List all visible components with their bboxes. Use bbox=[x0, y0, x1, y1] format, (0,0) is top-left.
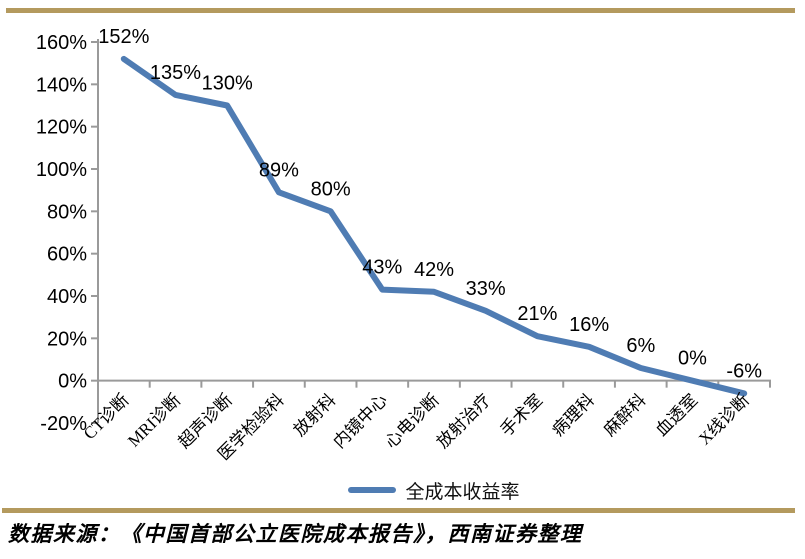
data-point-label: 6% bbox=[626, 335, 655, 357]
line-chart: -20%0%20%40%60%80%100%120%140%160% 152%13… bbox=[36, 26, 771, 464]
data-point-label: 152% bbox=[98, 26, 149, 48]
bottom-divider bbox=[2, 508, 795, 513]
y-axis-label: 20% bbox=[47, 328, 87, 350]
y-axis-label: 80% bbox=[47, 201, 87, 223]
legend-label: 全成本收益率 bbox=[405, 481, 520, 503]
x-axis-category-label: 病理科 bbox=[548, 390, 597, 439]
y-axis-label: 100% bbox=[36, 159, 87, 181]
data-point-label: 0% bbox=[678, 348, 707, 370]
y-axis-label: 0% bbox=[58, 371, 87, 393]
top-divider bbox=[6, 8, 795, 13]
data-point-label: 16% bbox=[569, 314, 609, 336]
x-axis-category-label: MRI诊断 bbox=[124, 390, 184, 450]
x-axis-category-label: 麻醉科 bbox=[600, 390, 649, 439]
data-point-label: 135% bbox=[150, 62, 201, 84]
series-line bbox=[120, 55, 748, 397]
legend-line-marker bbox=[348, 487, 397, 493]
data-point-label: 43% bbox=[362, 257, 402, 279]
y-axis-label: 40% bbox=[47, 286, 87, 308]
y-axis-label: -20% bbox=[40, 413, 87, 435]
data-point-label: 130% bbox=[202, 73, 253, 95]
data-point-label: -6% bbox=[726, 360, 762, 382]
x-axis-category-label: 心电诊断 bbox=[381, 390, 443, 452]
x-axis-category-label: 手术室 bbox=[497, 390, 546, 439]
x-axis-category-label: 内镜中心 bbox=[330, 390, 392, 452]
y-axis-label: 140% bbox=[36, 74, 87, 96]
source-note: 数据来源：《中国首部公立医院成本报告》，西南证券整理 bbox=[8, 522, 583, 546]
data-point-label: 33% bbox=[466, 278, 506, 300]
data-point-label: 21% bbox=[517, 303, 557, 325]
data-point-label: 42% bbox=[414, 259, 454, 281]
x-axis-category-label: 放射科 bbox=[290, 390, 339, 439]
y-axis-label: 120% bbox=[36, 117, 87, 139]
data-point-label: 89% bbox=[259, 159, 299, 181]
x-axis-category-label: X线诊断 bbox=[695, 390, 753, 448]
x-axis-category-label: 放射治疗 bbox=[433, 390, 495, 452]
x-axis-category-label: 血透室 bbox=[652, 390, 701, 439]
data-point-label: 80% bbox=[311, 178, 351, 200]
chart-legend: 全成本收益率 bbox=[98, 476, 770, 504]
y-axis-label: 160% bbox=[36, 32, 87, 54]
y-axis-label: 60% bbox=[47, 244, 87, 266]
